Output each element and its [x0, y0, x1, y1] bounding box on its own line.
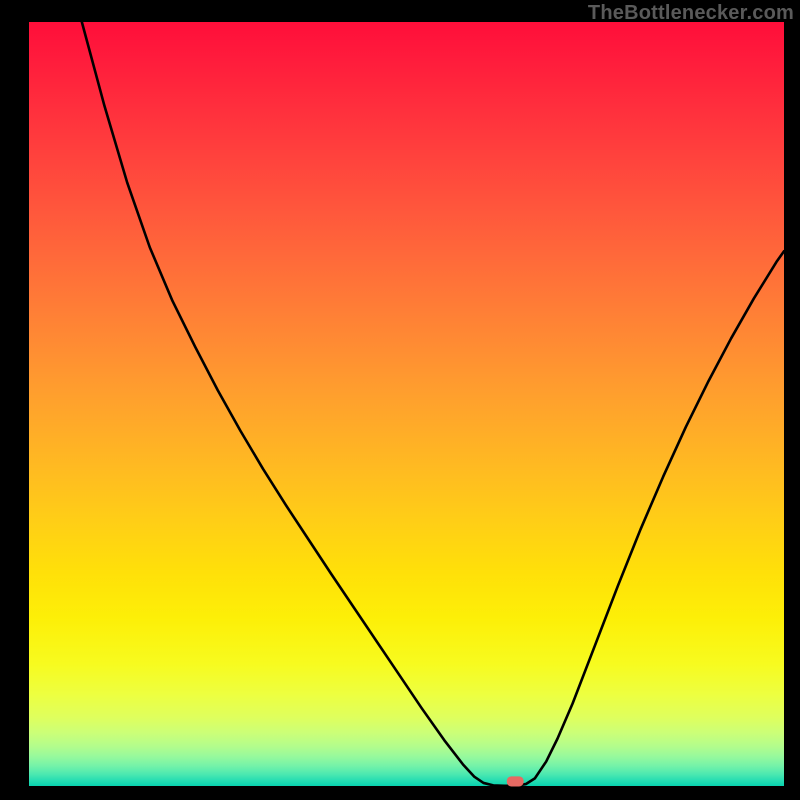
watermark-text: TheBottlenecker.com [588, 2, 794, 25]
chart-stage: TheBottlenecker.com [0, 0, 800, 800]
plot-background [29, 22, 784, 786]
bottleneck-curve-chart [0, 0, 800, 800]
optimum-marker [507, 777, 523, 786]
